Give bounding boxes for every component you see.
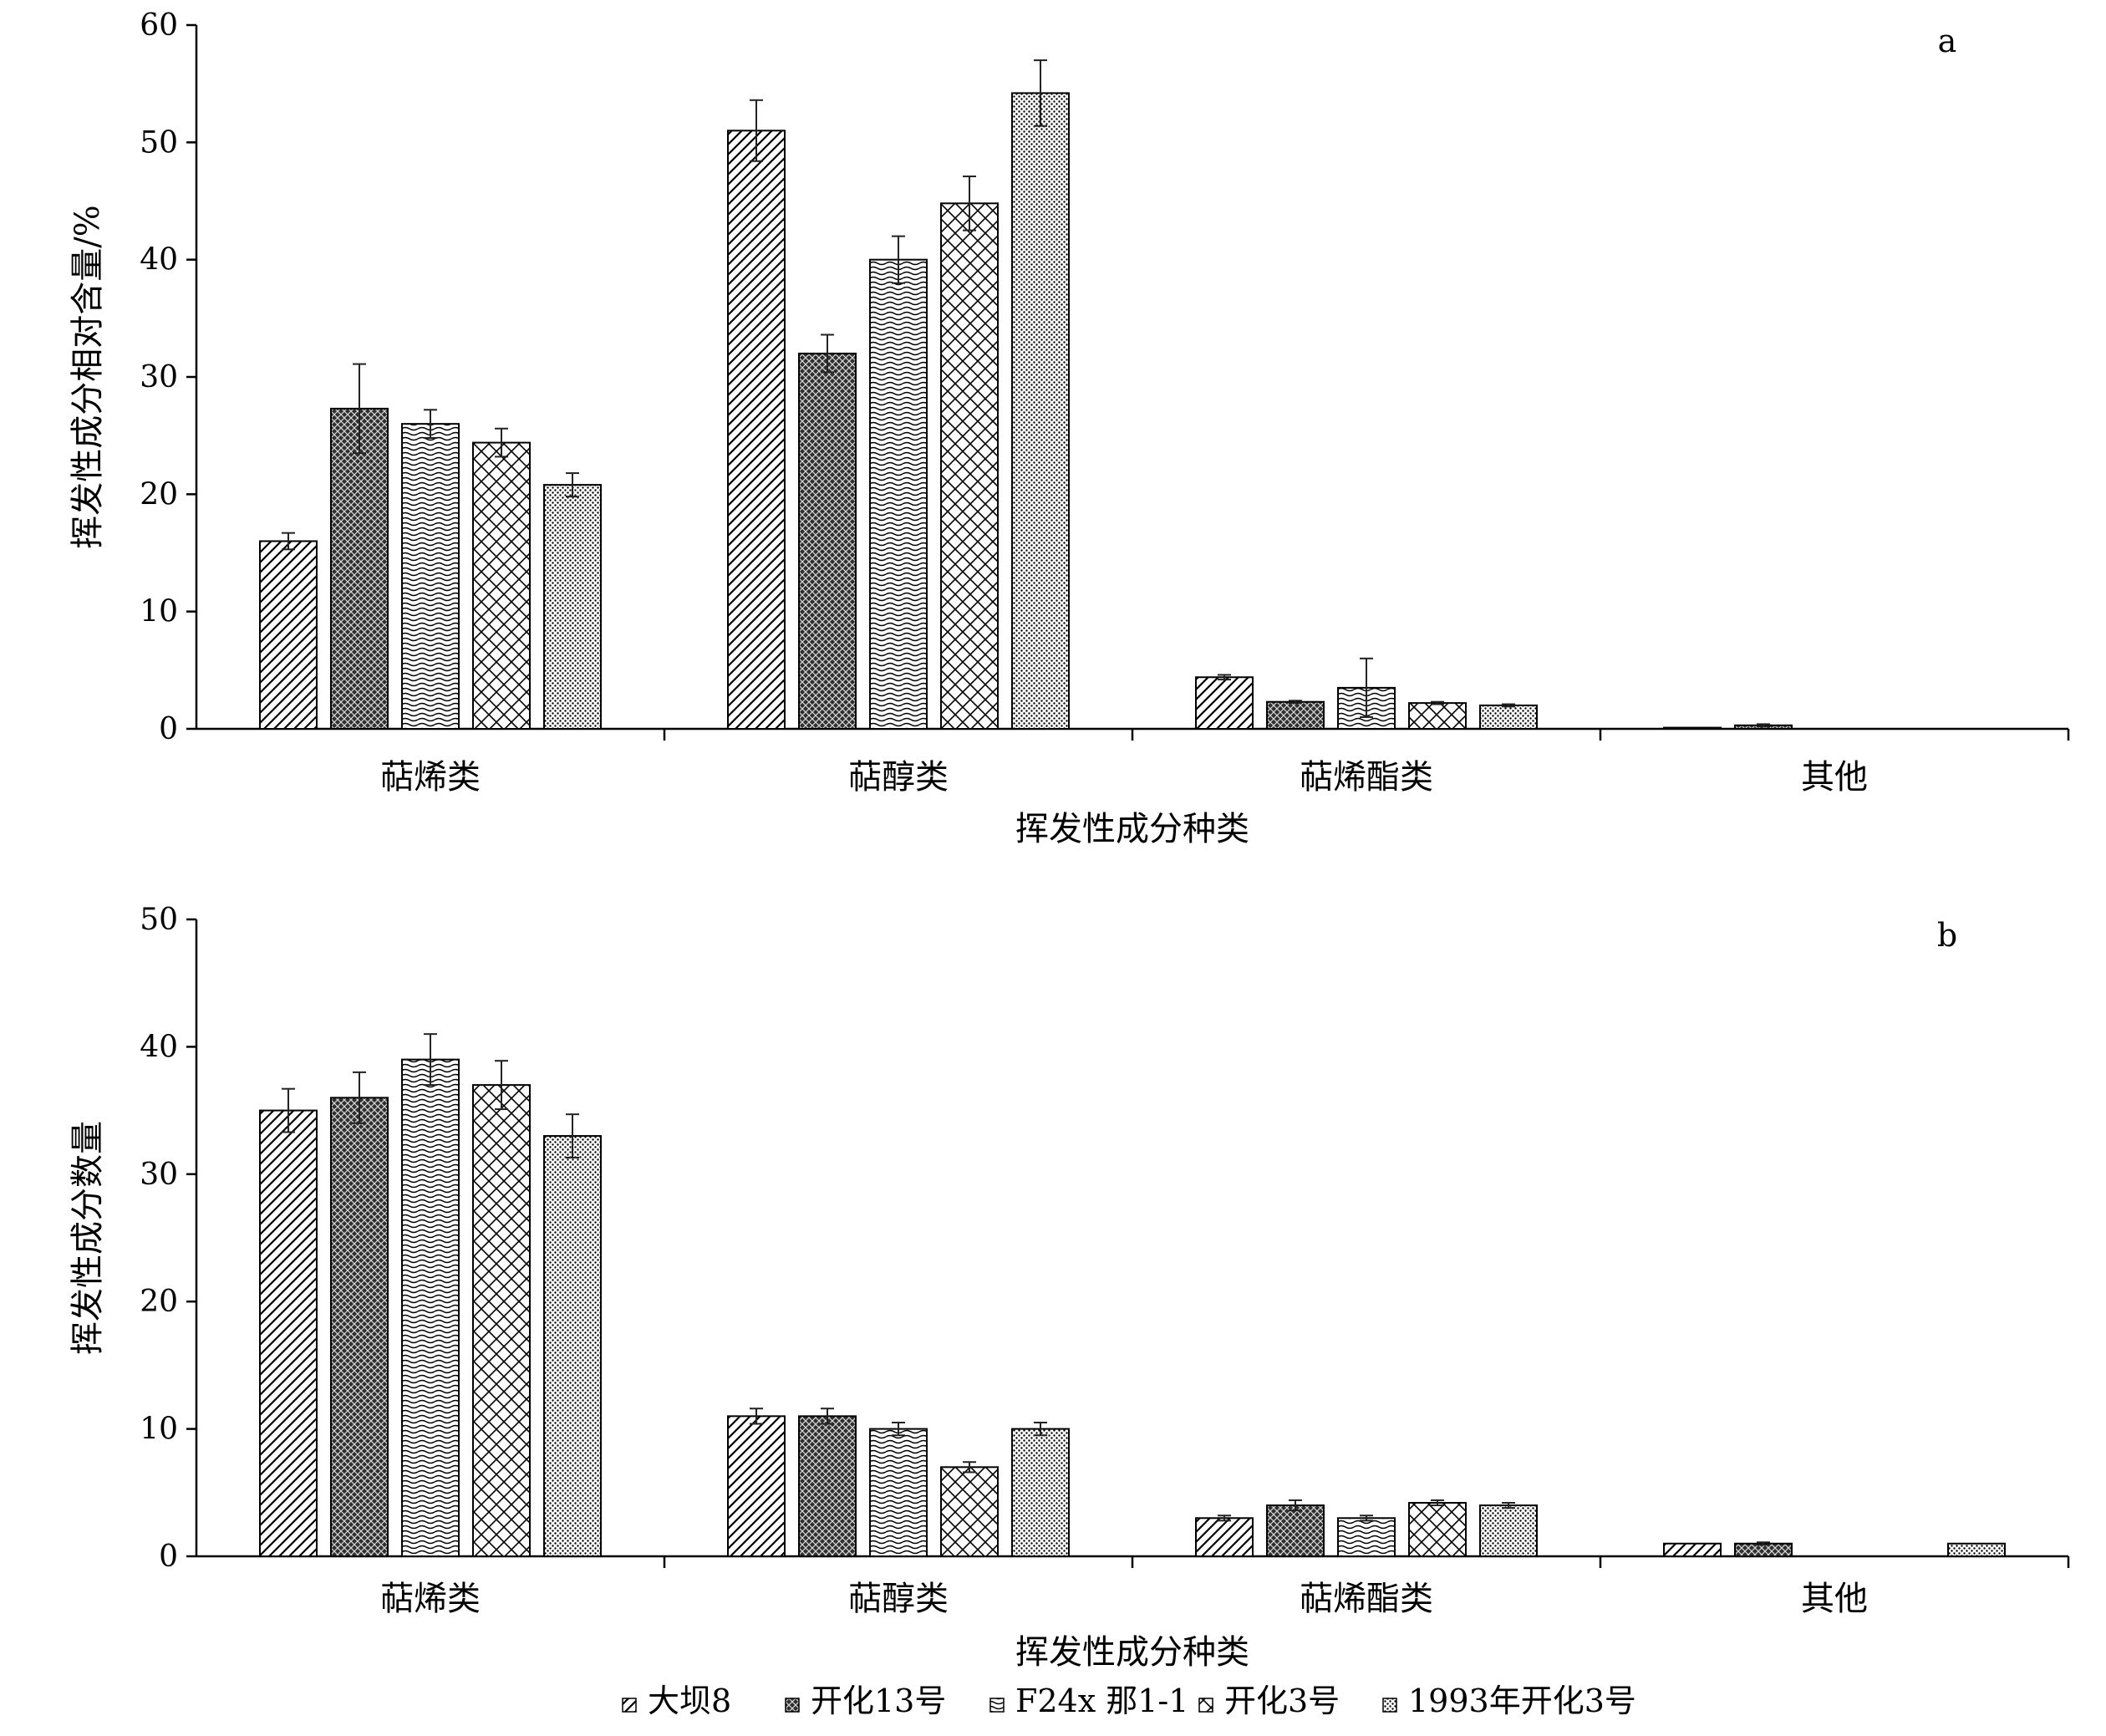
bar-b-3-4 [1947, 1542, 2006, 1558]
category-label: 萜醇类 [848, 758, 949, 797]
bar-b-1-3 [940, 1466, 999, 1557]
y-tick-label: 10 [140, 595, 178, 629]
legend-swatch [1198, 1698, 1213, 1713]
bar-a-0-3 [472, 441, 531, 730]
y-tick-label: 30 [140, 360, 178, 395]
bar-a-2-3 [1408, 702, 1467, 730]
y-tick-label: 20 [140, 1285, 178, 1319]
category-label: 其他 [1801, 758, 1868, 797]
y-tick-label: 0 [159, 1540, 178, 1574]
category-label: 萜烯酯类 [1300, 758, 1433, 797]
y-tick-label: 0 [159, 712, 178, 746]
bar-a-1-3 [940, 202, 999, 731]
y-tick-label: 50 [140, 903, 178, 937]
y-tick-label: 20 [140, 477, 178, 512]
legend-label: 开化13号 [811, 1683, 946, 1719]
legend: 大坝8 开化13号 F24x 那1-1 开化3号 1993年开化3号 [622, 1683, 1636, 1719]
bar-a-0-0 [259, 540, 318, 731]
y-axis-title: 挥发性成分相对含量/% [69, 205, 107, 548]
legend-swatch [622, 1698, 637, 1713]
legend-swatch [989, 1698, 1005, 1713]
bar-b-0-3 [472, 1084, 531, 1557]
bar-a-1-1 [798, 352, 857, 730]
bar-a-2-0 [1195, 676, 1254, 731]
category-label: 萜烯酯类 [1300, 1580, 1433, 1618]
bar-b-0-0 [259, 1109, 318, 1557]
bar-b-2-3 [1408, 1501, 1467, 1557]
category-label: 其他 [1801, 1580, 1868, 1618]
y-tick-label: 30 [140, 1158, 178, 1192]
bar-b-3-0 [1663, 1542, 1722, 1558]
category-label: 萜烯类 [380, 1580, 481, 1618]
bar-a-1-0 [727, 130, 786, 731]
bar-a-0-1 [330, 407, 389, 730]
bar-a-0-2 [401, 423, 460, 730]
y-tick-label: 40 [140, 1030, 178, 1064]
bar-b-2-4 [1479, 1504, 1538, 1558]
bar-b-0-4 [543, 1135, 602, 1557]
y-tick-label: 60 [140, 8, 178, 43]
panel-label: a [1938, 23, 1957, 59]
category-label: 萜烯类 [380, 758, 481, 797]
y-tick-label: 10 [140, 1413, 178, 1447]
x-axis-title: 挥发性成分种类 [1015, 1633, 1249, 1672]
y-axis-title: 挥发性成分数量 [69, 1121, 107, 1355]
x-axis-title: 挥发性成分种类 [1015, 810, 1249, 848]
bar-b-0-1 [330, 1097, 389, 1557]
y-tick-label: 50 [140, 125, 178, 160]
bar-b-2-2 [1337, 1517, 1396, 1558]
bar-b-1-1 [798, 1415, 857, 1557]
legend-label: 大坝8 [648, 1683, 731, 1719]
legend-label: F24x 那1-1 [1015, 1683, 1188, 1719]
bar-b-2-0 [1195, 1517, 1254, 1558]
bar-a-1-2 [869, 258, 928, 730]
legend-label: 开化3号 [1224, 1683, 1340, 1719]
bar-b-1-0 [727, 1415, 786, 1557]
bar-b-1-2 [869, 1428, 928, 1557]
bar-a-2-4 [1479, 704, 1538, 731]
bar-a-1-4 [1011, 92, 1070, 731]
legend-swatch [785, 1698, 800, 1713]
category-label: 萜醇类 [848, 1580, 949, 1618]
bar-a-3-0 [1663, 726, 1722, 731]
bar-b-0-2 [401, 1058, 460, 1557]
bar-b-1-4 [1011, 1428, 1070, 1557]
y-tick-label: 40 [140, 243, 178, 277]
panel-label: b [1937, 917, 1957, 954]
bar-a-2-1 [1266, 700, 1325, 730]
bar-a-0-4 [543, 484, 602, 731]
legend-label: 1993年开化3号 [1408, 1683, 1636, 1719]
legend-swatch [1382, 1698, 1397, 1713]
bar-b-2-1 [1266, 1504, 1325, 1558]
